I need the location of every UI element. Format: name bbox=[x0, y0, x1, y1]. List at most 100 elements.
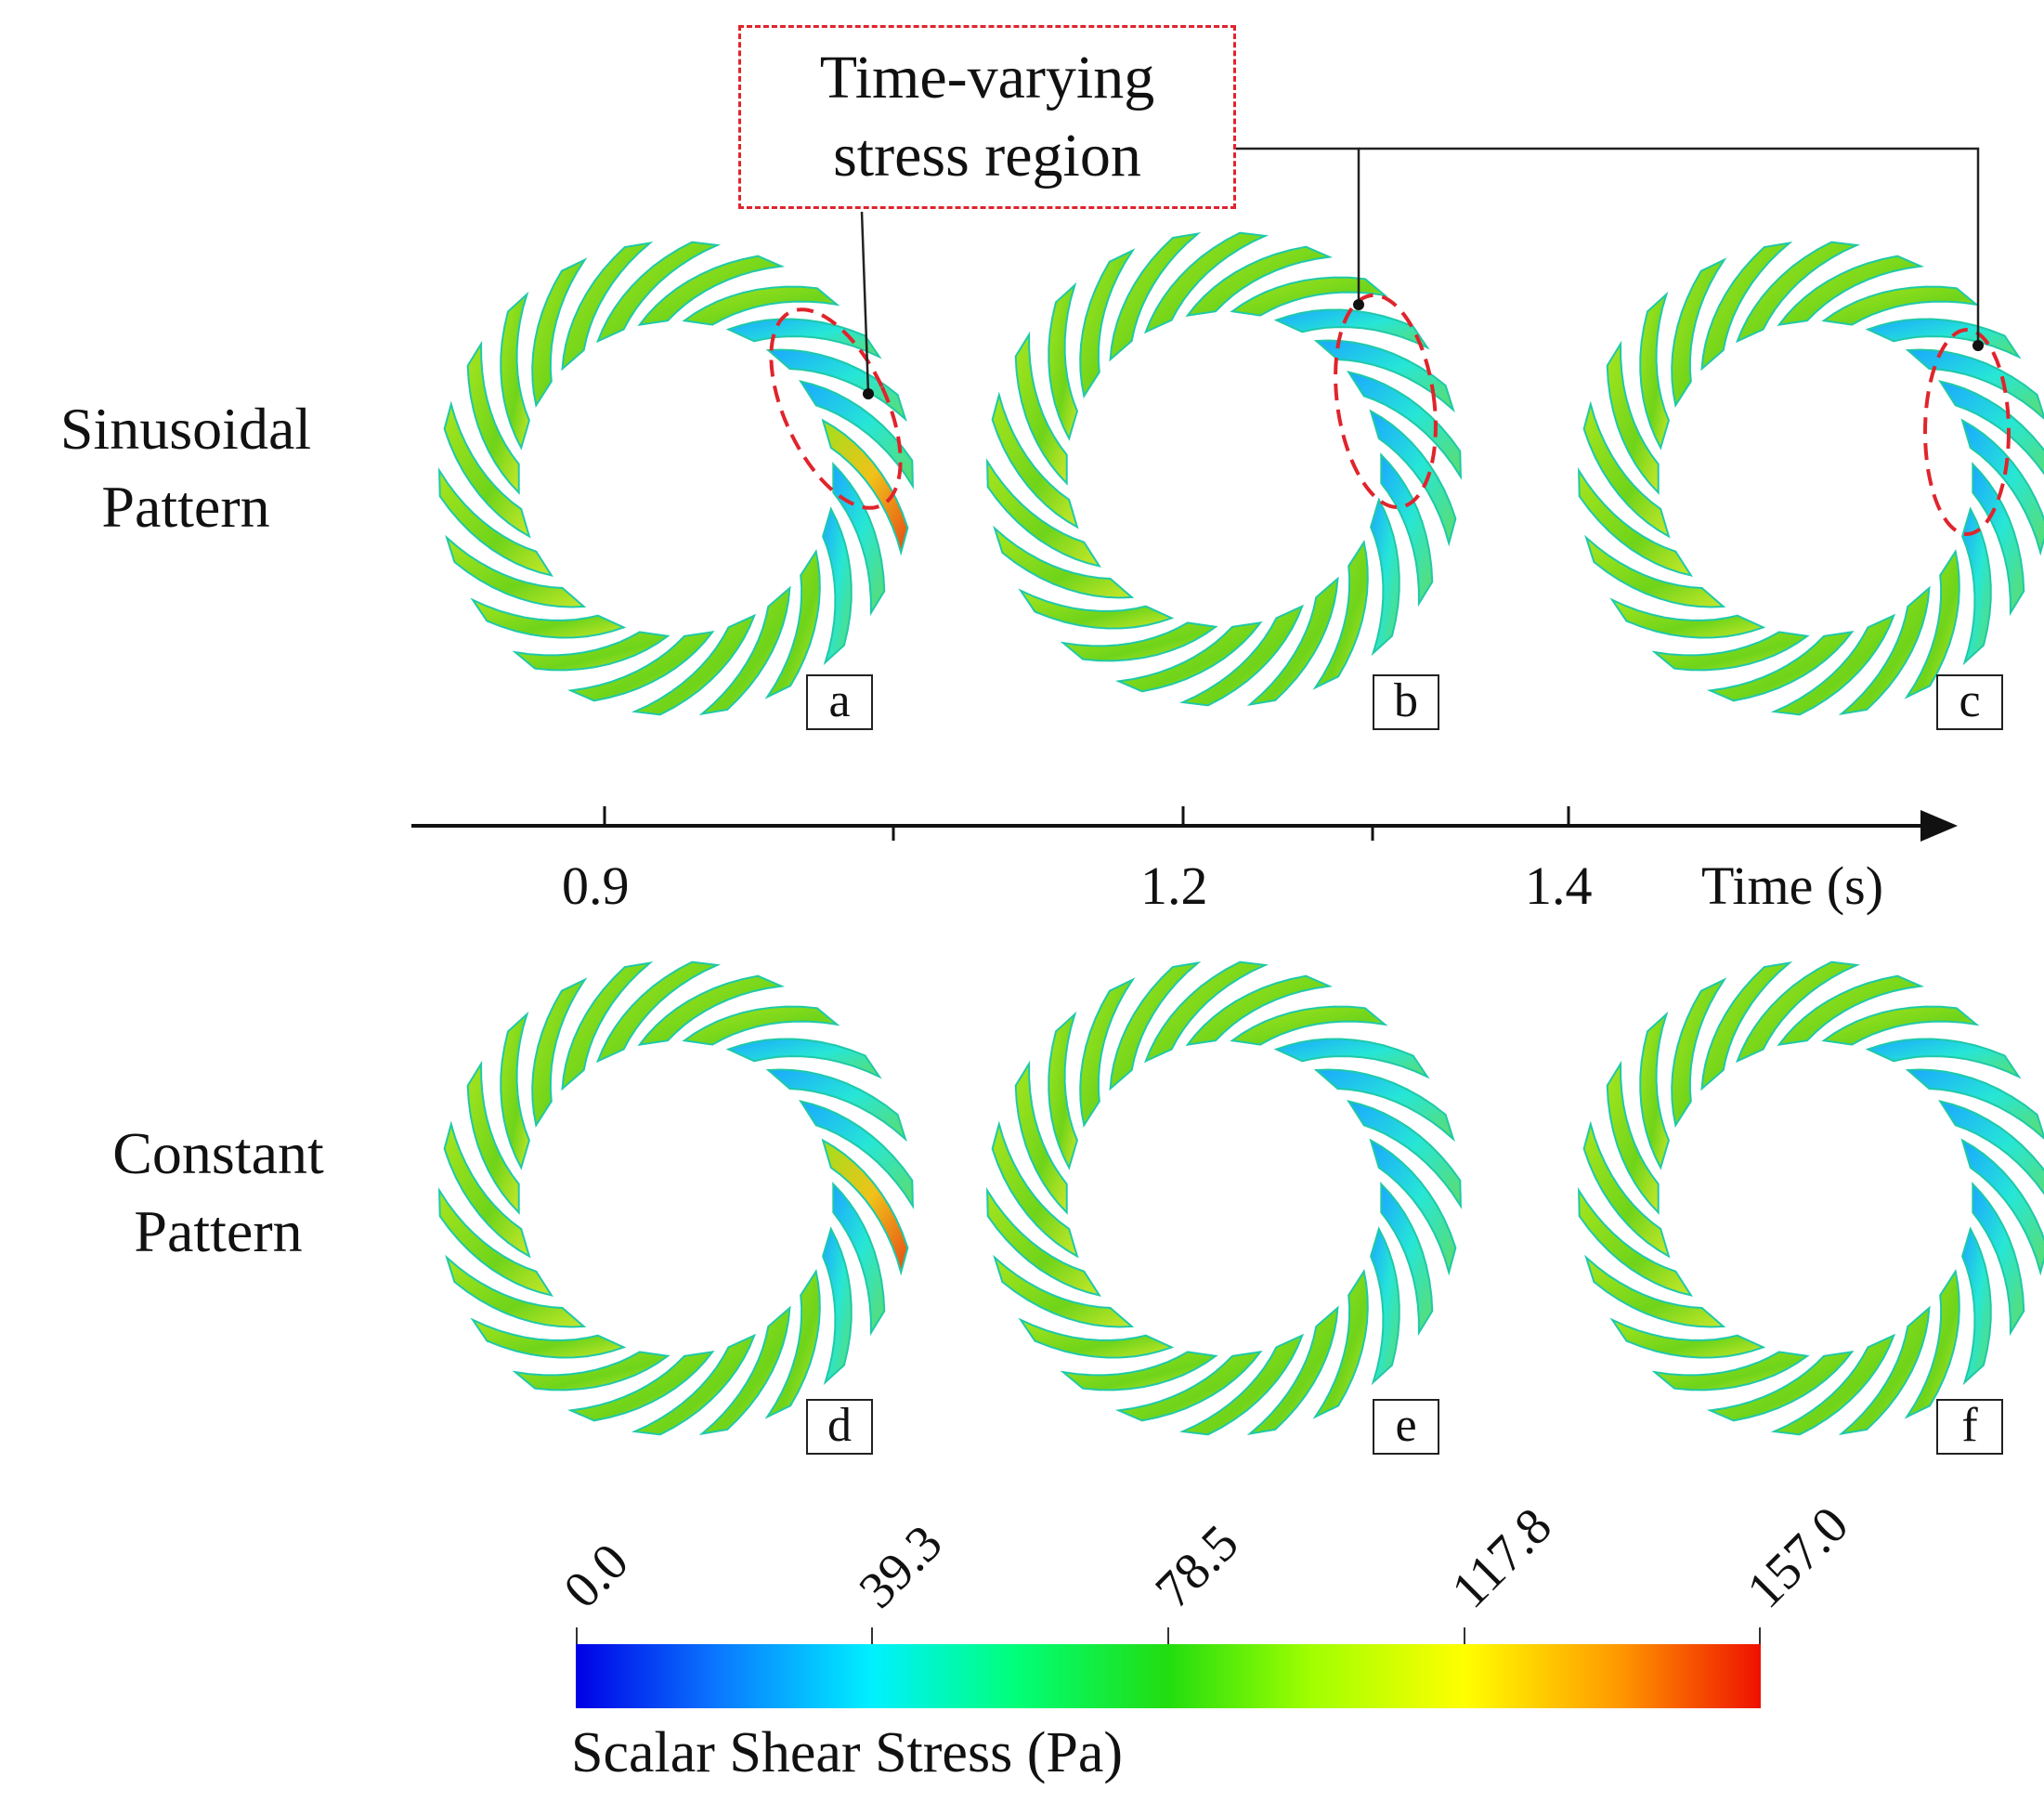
time-varying-annotation: Time-varying stress region bbox=[738, 25, 1236, 209]
impeller-a bbox=[438, 241, 914, 716]
panel-label-a: a bbox=[806, 674, 873, 730]
colorbar-title: Scalar Shear Stress (Pa) bbox=[571, 1721, 1123, 1784]
impeller-blade bbox=[595, 241, 722, 344]
impeller-blade bbox=[1821, 285, 1980, 326]
impeller-blade bbox=[1972, 1182, 2025, 1337]
impeller-blade bbox=[832, 1182, 886, 1337]
impeller-blade bbox=[1178, 1333, 1305, 1436]
impeller-blade bbox=[1109, 960, 1202, 1091]
impeller-blade bbox=[698, 585, 791, 716]
panel-label-c: c bbox=[1936, 674, 2003, 730]
impeller-blade bbox=[1143, 960, 1269, 1064]
impeller-blade bbox=[1178, 604, 1305, 707]
impeller-blade bbox=[443, 400, 531, 539]
highlight-ellipse-c bbox=[1923, 328, 2011, 536]
impeller-blade bbox=[764, 1269, 821, 1419]
impeller-blade bbox=[1770, 1333, 1896, 1436]
highlight-ellipse-b bbox=[1334, 293, 1438, 510]
impeller-blade bbox=[512, 631, 670, 672]
impeller-blade bbox=[993, 1254, 1135, 1328]
impeller-blade bbox=[1735, 960, 1861, 1064]
impeller-blade bbox=[1114, 1351, 1263, 1422]
impeller-blade bbox=[1651, 631, 1810, 672]
impeller-blade bbox=[1370, 497, 1400, 657]
panel-label-b: b bbox=[1373, 674, 1439, 730]
leader-dot-b bbox=[1353, 299, 1364, 310]
impeller-blade bbox=[1582, 1120, 1671, 1259]
impeller-blade bbox=[1960, 1138, 2044, 1276]
impeller-blade bbox=[1380, 1182, 1434, 1337]
impeller-blade bbox=[566, 1351, 715, 1422]
leader-dot-c bbox=[1972, 340, 1984, 351]
impeller-blade bbox=[1700, 960, 1793, 1091]
impeller-blade bbox=[595, 960, 722, 1064]
impeller-blade bbox=[1639, 291, 1670, 451]
impeller-blade bbox=[445, 534, 587, 608]
impeller-blade bbox=[765, 348, 907, 423]
impeller-f bbox=[1578, 960, 2044, 1436]
impeller-blade bbox=[1370, 1226, 1400, 1386]
impeller-blade bbox=[1671, 257, 1727, 408]
impeller-blade bbox=[1961, 506, 1992, 666]
impeller-blade bbox=[1770, 613, 1896, 716]
time-axis-arrowhead bbox=[1920, 810, 1958, 842]
impeller-blade bbox=[682, 1005, 840, 1046]
impeller-blade bbox=[637, 974, 786, 1046]
impeller-blade bbox=[1313, 1068, 1455, 1143]
impeller-blade bbox=[1777, 974, 1925, 1046]
impeller-blade bbox=[1582, 400, 1671, 539]
impeller-blade bbox=[986, 1187, 1102, 1297]
impeller-blade bbox=[1606, 1060, 1660, 1215]
impeller-blade bbox=[470, 597, 627, 639]
row-label-constant: Constant Pattern bbox=[112, 1120, 324, 1264]
impeller-blade bbox=[500, 1011, 530, 1170]
time-tick-label-1.4: 1.4 bbox=[1525, 856, 1593, 916]
impeller-blade bbox=[798, 380, 914, 490]
highlight-ellipse-a bbox=[769, 307, 903, 510]
time-tick-label-1.2: 1.2 bbox=[1140, 856, 1208, 916]
impeller-blade bbox=[1838, 585, 1931, 716]
impeller-blade bbox=[822, 506, 853, 666]
impeller-blade bbox=[1671, 977, 1727, 1128]
impeller-blade bbox=[1230, 1005, 1388, 1046]
impeller-blade bbox=[1904, 1269, 1960, 1419]
impeller-blade bbox=[1904, 549, 1960, 699]
impeller-blade bbox=[1838, 1305, 1931, 1436]
impeller-blade bbox=[1821, 1005, 1980, 1046]
impeller-blade bbox=[991, 1120, 1079, 1259]
impeller-blade bbox=[725, 1038, 882, 1079]
impeller-blade bbox=[1143, 231, 1269, 334]
impeller-blade bbox=[1079, 248, 1136, 398]
impeller-e bbox=[986, 960, 1462, 1436]
impeller-blade bbox=[1185, 245, 1334, 317]
impeller-blade bbox=[1060, 1351, 1218, 1391]
impeller-blade bbox=[1369, 409, 1457, 547]
impeller-blade bbox=[561, 960, 654, 1091]
impeller-b bbox=[986, 231, 1462, 707]
impeller-blade bbox=[1777, 255, 1925, 326]
colorbar bbox=[576, 1644, 1761, 1708]
impeller-blade bbox=[1018, 1317, 1175, 1359]
impeller-blade bbox=[1706, 1351, 1855, 1422]
impeller-blade bbox=[1905, 1068, 2044, 1140]
leader-line-c bbox=[1359, 147, 1980, 346]
impeller-blade bbox=[1937, 380, 2044, 476]
impeller-blade bbox=[1578, 467, 1694, 577]
impeller-blade bbox=[1312, 540, 1369, 690]
impeller-blade bbox=[1865, 1038, 2022, 1079]
impeller-blade bbox=[1706, 631, 1855, 702]
impeller-blade bbox=[1060, 621, 1218, 662]
impeller-blade bbox=[1246, 1305, 1339, 1436]
impeller-blade bbox=[821, 418, 909, 556]
impeller-blade bbox=[1114, 621, 1263, 693]
panel-label-f: f bbox=[1936, 1399, 2003, 1455]
impeller-blade bbox=[1346, 371, 1462, 480]
impeller-blade bbox=[821, 1138, 909, 1276]
impeller-blade bbox=[1700, 241, 1793, 372]
impeller-blade bbox=[1606, 340, 1660, 495]
impeller-blade bbox=[512, 1351, 670, 1391]
leader-dot-a bbox=[863, 388, 874, 399]
impeller-blade bbox=[764, 549, 821, 699]
impeller-blade bbox=[1865, 318, 2022, 359]
